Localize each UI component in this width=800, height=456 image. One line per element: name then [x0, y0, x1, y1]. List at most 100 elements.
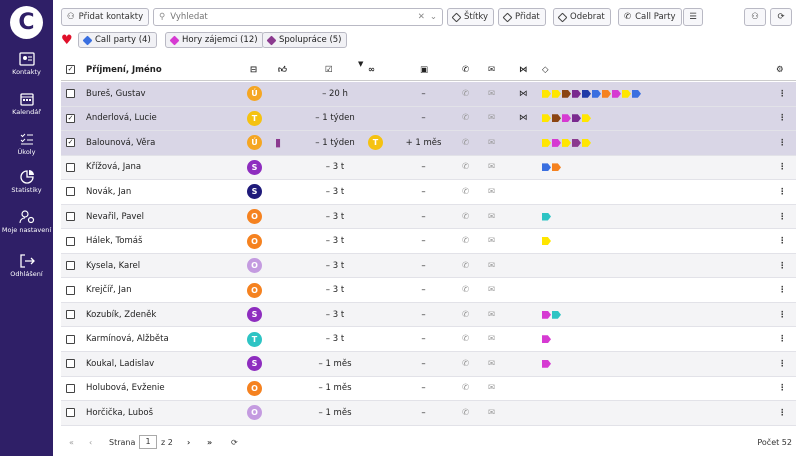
- clear-icon[interactable]: ✕: [417, 12, 425, 22]
- phone-icon[interactable]: ✆: [462, 309, 470, 320]
- table-row[interactable]: Křížová, Jana S – 3 t – ✆ ✉ ⋮: [61, 155, 796, 181]
- contact-name[interactable]: Holubová, Evženie: [86, 383, 165, 394]
- prev-page-icon[interactable]: ‹: [89, 437, 93, 447]
- heart-icon[interactable]: ♥: [61, 33, 73, 48]
- search-field[interactable]: ⚲ ✕ ⌄: [153, 8, 443, 26]
- row-checkbox[interactable]: [66, 285, 75, 295]
- next-contact-column-icon[interactable]: ▣: [420, 64, 429, 75]
- row-menu-icon[interactable]: ⋮: [778, 334, 787, 345]
- share-icon[interactable]: ⋈: [519, 88, 528, 99]
- share-column-icon[interactable]: ⋈: [519, 64, 528, 75]
- row-menu-icon[interactable]: ⋮: [778, 358, 787, 369]
- contact-name[interactable]: Bureš, Gustav: [86, 88, 146, 99]
- row-checkbox[interactable]: [66, 408, 75, 418]
- refresh-button[interactable]: ⟳: [770, 8, 792, 26]
- contact-name[interactable]: Křížová, Jana: [86, 162, 142, 173]
- table-row[interactable]: Horčička, Luboš O – 1 měs – ✆ ✉ ⋮: [61, 401, 796, 426]
- row-menu-icon[interactable]: ⋮: [778, 88, 787, 99]
- row-checkbox[interactable]: [66, 187, 75, 197]
- sidebar-item-logout[interactable]: Odhlášení: [0, 254, 53, 278]
- tags-column-icon[interactable]: ◇: [542, 64, 549, 75]
- phone-icon[interactable]: ✆: [462, 407, 470, 418]
- contact-name[interactable]: Hálek, Tomáš: [86, 236, 143, 247]
- row-checkbox[interactable]: [66, 236, 75, 246]
- contact-name[interactable]: Krejčíř, Jan: [86, 285, 132, 296]
- row-menu-icon[interactable]: ⋮: [778, 113, 787, 124]
- phone-icon[interactable]: ✆: [462, 186, 470, 197]
- remove-label-button[interactable]: Odebrat: [553, 8, 611, 26]
- status-column-icon[interactable]: ⊟: [250, 64, 258, 75]
- phone-icon[interactable]: ✆: [462, 211, 470, 222]
- row-menu-icon[interactable]: ⋮: [778, 162, 787, 173]
- sidebar-item-calendar[interactable]: Kalendář: [0, 92, 53, 116]
- email-icon[interactable]: ✉: [488, 88, 496, 99]
- sidebar-item-settings[interactable]: Moje nastavení: [0, 210, 53, 234]
- table-row[interactable]: Nevařil, Pavel O – 3 t – ✆ ✉ ⋮: [61, 204, 796, 230]
- first-page-icon[interactable]: «: [69, 437, 74, 447]
- phone-icon[interactable]: ✆: [462, 137, 470, 148]
- row-menu-icon[interactable]: ⋮: [778, 309, 787, 320]
- contact-name[interactable]: Kysela, Karel: [86, 260, 141, 271]
- row-checkbox[interactable]: ✓: [66, 138, 75, 148]
- table-row[interactable]: Koukal, Ladislav S – 1 měs – ✆ ✉ ⋮: [61, 352, 796, 377]
- app-logo[interactable]: C: [10, 6, 43, 39]
- table-row[interactable]: Holubová, Evženie O – 1 měs – ✆ ✉ ⋮: [61, 377, 796, 402]
- email-icon[interactable]: ✉: [488, 113, 496, 124]
- phone-icon[interactable]: ✆: [462, 334, 470, 345]
- row-menu-icon[interactable]: ⋮: [778, 383, 787, 394]
- table-row[interactable]: Karmínová, Alžběta T – 3 t – ✆ ✉ ⋮: [61, 328, 796, 352]
- row-menu-icon[interactable]: ⋮: [778, 285, 787, 296]
- menu-button[interactable]: ☰: [683, 8, 703, 26]
- row-checkbox[interactable]: [66, 212, 75, 221]
- sidebar-item-contacts[interactable]: Kontakty: [0, 52, 53, 76]
- like-column-icon[interactable]: 👍︎: [278, 64, 287, 75]
- row-menu-icon[interactable]: ⋮: [778, 236, 787, 247]
- row-menu-icon[interactable]: ⋮: [778, 186, 787, 197]
- row-checkbox[interactable]: [66, 334, 75, 344]
- contact-name[interactable]: Karmínová, Alžběta: [86, 334, 169, 345]
- email-icon[interactable]: ✉: [488, 236, 496, 247]
- labels-button[interactable]: Štítky: [447, 8, 495, 26]
- page-input[interactable]: 1: [139, 435, 157, 449]
- contact-name[interactable]: Anderlová, Lucie: [86, 113, 157, 124]
- email-icon[interactable]: ✉: [488, 383, 496, 394]
- sidebar-item-tasks[interactable]: Úkoly: [0, 132, 53, 156]
- thumbs-down-icon[interactable]: ▮: [275, 136, 282, 150]
- row-checkbox[interactable]: [66, 383, 75, 393]
- email-icon[interactable]: ✉: [488, 334, 496, 345]
- table-row[interactable]: Kysela, Karel O – 3 t – ✆ ✉ ⋮: [61, 253, 796, 279]
- table-row[interactable]: ✓ Balounová, Věra Ú ▮ – 1 týden T + 1 měs ✆ ✉ ⋮: [61, 131, 796, 156]
- table-row[interactable]: Bureš, Gustav Ú – 20 h – ✆ ✉ ⋈ ⋮: [61, 82, 796, 107]
- row-menu-icon[interactable]: ⋮: [778, 137, 787, 148]
- table-row[interactable]: Krejčíř, Jan O – 3 t – ✆ ✉ ⋮: [61, 278, 796, 303]
- table-row[interactable]: Kozubík, Zdeněk S – 3 t – ✆ ✉ ⋮: [61, 302, 796, 328]
- email-icon[interactable]: ✉: [488, 186, 496, 197]
- row-checkbox[interactable]: [66, 261, 75, 271]
- row-checkbox[interactable]: [66, 162, 75, 172]
- email-icon[interactable]: ✉: [488, 309, 496, 320]
- phone-icon[interactable]: ✆: [462, 358, 470, 369]
- row-checkbox[interactable]: [66, 89, 75, 99]
- row-menu-icon[interactable]: ⋮: [778, 260, 787, 271]
- row-checkbox[interactable]: [66, 310, 75, 320]
- filter-spoluprace[interactable]: Spolupráce (5): [262, 32, 348, 48]
- sidebar-item-stats[interactable]: Statistiky: [0, 170, 53, 194]
- email-icon[interactable]: ✉: [488, 211, 496, 222]
- chevron-down-icon[interactable]: ⌄: [429, 12, 437, 22]
- phone-column-icon[interactable]: ✆: [462, 64, 470, 75]
- contact-name[interactable]: Koukal, Ladislav: [86, 358, 155, 369]
- last-contact-column-icon[interactable]: ☑: [325, 64, 333, 75]
- phone-icon[interactable]: ✆: [462, 285, 470, 296]
- search-input[interactable]: [170, 12, 413, 22]
- row-checkbox[interactable]: ✓: [66, 113, 75, 123]
- gear-icon[interactable]: ⚙: [776, 64, 784, 75]
- row-checkbox[interactable]: [66, 359, 75, 369]
- phone-icon[interactable]: ✆: [462, 260, 470, 271]
- next-page-icon[interactable]: ›: [187, 437, 191, 447]
- table-row[interactable]: Hálek, Tomáš O – 3 t – ✆ ✉ ⋮: [61, 229, 796, 254]
- filter-hory-zajemci[interactable]: Hory zájemci (12): [165, 32, 264, 48]
- select-all-checkbox[interactable]: ✓: [66, 65, 75, 74]
- share-icon[interactable]: ⋈: [519, 113, 528, 124]
- phone-icon[interactable]: ✆: [462, 383, 470, 394]
- users-button[interactable]: ⚇: [744, 8, 766, 26]
